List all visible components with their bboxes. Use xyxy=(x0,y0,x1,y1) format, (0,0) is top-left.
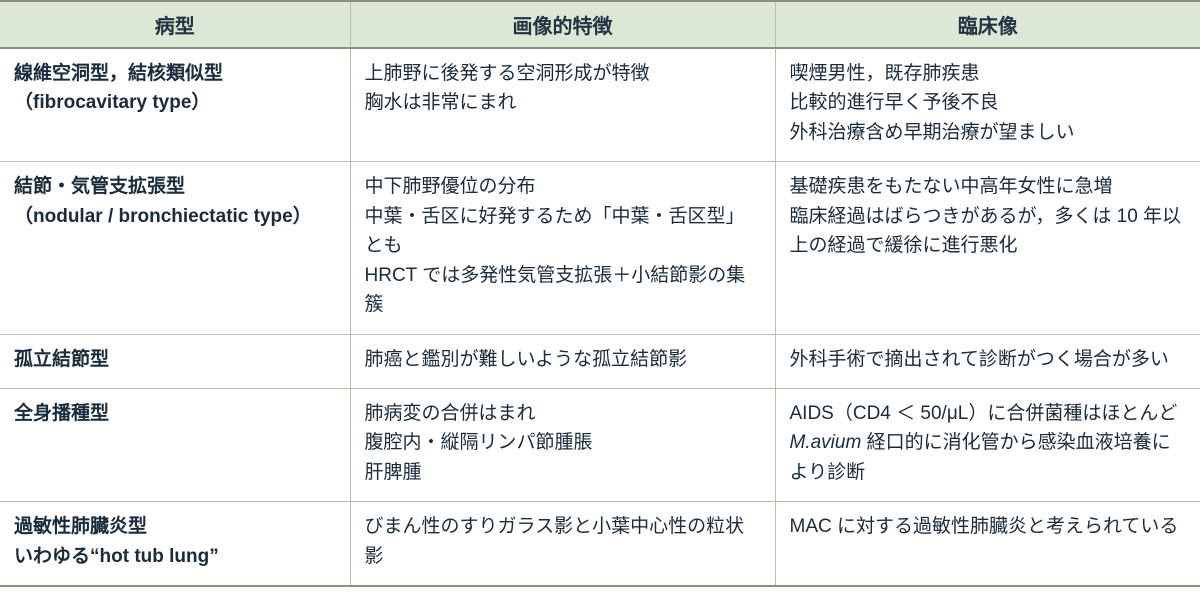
cell-type: 線維空洞型，結核類似型 （fibrocavitary type） xyxy=(0,48,350,162)
table-row: 全身播種型 肺病変の合併はまれ 腹腔内・縦隔リンパ節腫脹 肝脾腫 AIDS（CD… xyxy=(0,388,1200,501)
cell-imaging: 肺癌と鑑別が難しいような孤立結節影 xyxy=(350,334,775,388)
table-row: 過敏性肺臓炎型 いわゆる“hot tub lung” びまん性のすりガラス影と小… xyxy=(0,502,1200,586)
cell-type: 孤立結節型 xyxy=(0,334,350,388)
cell-clinical: 喫煙男性，既存肺疾患 比較的進行早く予後不良 外科治療含め早期治療が望ましい xyxy=(775,48,1200,162)
cell-type: 過敏性肺臓炎型 いわゆる“hot tub lung” xyxy=(0,502,350,586)
cell-imaging: 上肺野に後発する空洞形成が特徴 胸水は非常にまれ xyxy=(350,48,775,162)
cell-clinical: 外科手術で摘出されて診断がつく場合が多い xyxy=(775,334,1200,388)
table-row: 結節・気管支拡張型 （nodular / bronchiectatic type… xyxy=(0,162,1200,334)
cell-imaging: 肺病変の合併はまれ 腹腔内・縦隔リンパ節腫脹 肝脾腫 xyxy=(350,388,775,501)
col-header-3: 臨床像 xyxy=(775,1,1200,48)
cell-imaging: びまん性のすりガラス影と小葉中心性の粒状影 xyxy=(350,502,775,586)
cell-clinical: MAC に対する過敏性肺臓炎と考えられている xyxy=(775,502,1200,586)
table-row: 孤立結節型 肺癌と鑑別が難しいような孤立結節影 外科手術で摘出されて診断がつく場… xyxy=(0,334,1200,388)
clinical-table: 病型 画像的特徴 臨床像 線維空洞型，結核類似型 （fibrocavitary … xyxy=(0,0,1200,587)
col-header-2: 画像的特徴 xyxy=(350,1,775,48)
col-header-1: 病型 xyxy=(0,1,350,48)
table-header-row: 病型 画像的特徴 臨床像 xyxy=(0,1,1200,48)
cell-type: 結節・気管支拡張型 （nodular / bronchiectatic type… xyxy=(0,162,350,334)
cell-clinical: 基礎疾患をもたない中高年女性に急増 臨床経過はばらつきがあるが，多くは 10 年… xyxy=(775,162,1200,334)
cell-type: 全身播種型 xyxy=(0,388,350,501)
table-row: 線維空洞型，結核類似型 （fibrocavitary type） 上肺野に後発す… xyxy=(0,48,1200,162)
table-body: 線維空洞型，結核類似型 （fibrocavitary type） 上肺野に後発す… xyxy=(0,48,1200,586)
cell-clinical: AIDS（CD4 ＜ 50/μL）に合併菌種はほとんど M.avium 経口的に… xyxy=(775,388,1200,501)
cell-imaging: 中下肺野優位の分布 中葉・舌区に好発するため「中葉・舌区型」とも HRCT では… xyxy=(350,162,775,334)
